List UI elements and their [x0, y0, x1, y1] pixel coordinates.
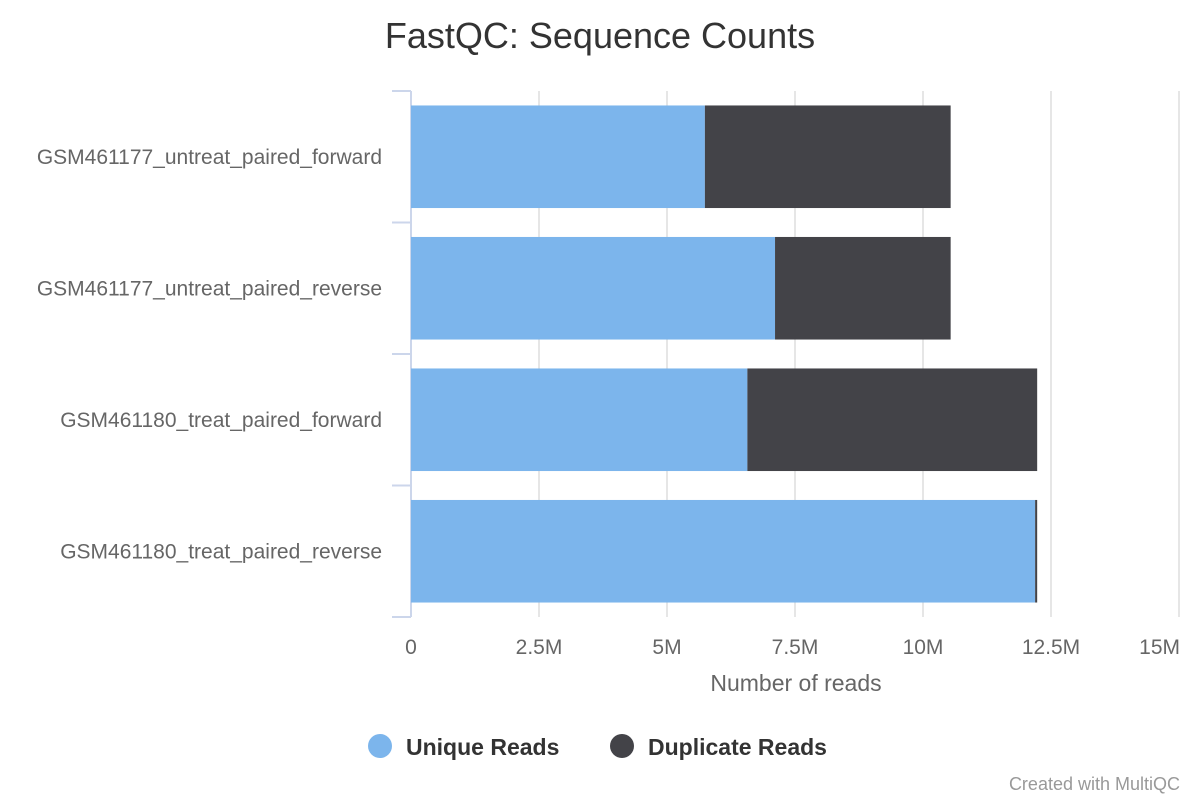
- legend-item-unique-reads[interactable]: Unique Reads: [368, 734, 559, 760]
- category-label: GSM461180_treat_paired_forward: [60, 409, 382, 432]
- category-label: GSM461180_treat_paired_reverse: [60, 540, 382, 563]
- x-tick-label: 7.5M: [772, 636, 819, 659]
- legend-label: Unique Reads: [406, 734, 559, 760]
- bar-duplicate-reads[interactable]: [704, 105, 951, 209]
- legend-marker: [368, 734, 392, 758]
- bar-duplicate-reads[interactable]: [775, 236, 951, 340]
- x-tick-label: 0: [405, 636, 417, 659]
- credit-label: Created with MultiQC: [1009, 774, 1180, 794]
- bar-unique-reads[interactable]: [411, 236, 776, 340]
- y-axis: [392, 90, 412, 618]
- bar-duplicate-reads[interactable]: [1035, 499, 1038, 603]
- category-labels: GSM461177_untreat_paired_forward GSM46117…: [37, 146, 382, 564]
- legend-marker: [610, 734, 634, 758]
- legend[interactable]: Unique Reads Duplicate Reads: [368, 734, 827, 760]
- x-tick-label: 12.5M: [1022, 636, 1080, 659]
- bar-unique-reads[interactable]: [411, 105, 705, 209]
- bar-unique-reads[interactable]: [411, 499, 1036, 603]
- x-tick-label: 5M: [652, 636, 681, 659]
- x-tick-label: 2.5M: [516, 636, 563, 659]
- bar-duplicate-reads[interactable]: [747, 368, 1038, 472]
- chart-title: FastQC: Sequence Counts: [385, 15, 815, 56]
- category-label: GSM461177_untreat_paired_forward: [37, 146, 382, 169]
- x-tick-label: 10M: [903, 636, 944, 659]
- x-axis-tick-labels: 0 2.5M 5M 7.5M 10M 12.5M 15M: [405, 636, 1180, 659]
- category-label: GSM461177_untreat_paired_reverse: [37, 277, 382, 300]
- legend-item-duplicate-reads[interactable]: Duplicate Reads: [610, 734, 827, 760]
- bars-group: [411, 105, 1038, 603]
- legend-label: Duplicate Reads: [648, 734, 827, 760]
- x-tick-label: 15M: [1139, 636, 1180, 659]
- x-axis-title: Number of reads: [710, 670, 881, 696]
- bar-unique-reads[interactable]: [411, 368, 748, 472]
